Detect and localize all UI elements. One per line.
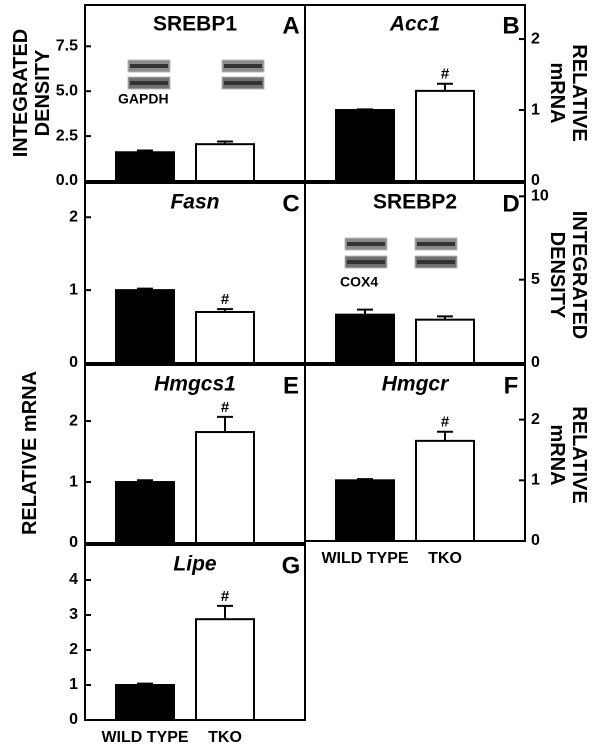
y-tick-label: 1	[69, 473, 78, 490]
significance-mark: #	[221, 291, 230, 308]
error-bar	[217, 604, 233, 620]
y-tick-label: 10	[531, 188, 549, 205]
blot-label: GAPDH	[118, 91, 169, 107]
y-tick-label: 3	[69, 606, 78, 623]
x-tick-label: WILD TYPE	[101, 729, 188, 746]
panel-letter: E	[283, 372, 299, 399]
error-bar	[137, 682, 153, 685]
y-tick-label: 0	[69, 711, 78, 728]
y-tick-label: 0.0	[56, 172, 78, 189]
blot-core	[417, 242, 455, 246]
bar	[115, 481, 175, 545]
y-axis-label: RELATIVE mRNA	[546, 44, 590, 142]
panel-title: SREBP1	[153, 13, 237, 36]
bar	[195, 310, 255, 364]
y-tick-label: 1	[69, 676, 78, 693]
panel-letter: A	[282, 12, 299, 39]
error-bar	[437, 430, 453, 441]
panel-title: Hmgcr	[382, 373, 450, 396]
y-tick-label: 5.0	[56, 82, 78, 99]
significance-mark: #	[221, 399, 230, 416]
panel-letter: B	[502, 12, 519, 39]
bar	[415, 439, 475, 542]
bar	[335, 479, 395, 542]
y-axis-label: RELATIVE mRNA	[546, 406, 590, 504]
error-bar	[437, 315, 453, 320]
blot-core	[130, 64, 168, 68]
blot-label: COX4	[340, 274, 378, 290]
bar	[195, 431, 255, 545]
y-tick-label: 7.5	[56, 38, 78, 55]
blot-core	[347, 260, 385, 264]
y-axis-label: INTEGRATED DENSITY	[10, 28, 54, 158]
blot-core	[347, 242, 385, 246]
bar	[115, 684, 175, 721]
blot-core	[224, 64, 262, 68]
y-tick-label: 1	[531, 472, 540, 489]
error-bar	[357, 108, 373, 111]
panel-title: SREBP2	[373, 191, 457, 214]
y-tick-label: 2	[531, 411, 540, 428]
y-tick-label: 2	[69, 208, 78, 225]
bar	[335, 313, 395, 364]
y-tick-label: 0	[69, 354, 78, 371]
error-bar	[437, 82, 453, 91]
y-axis-label: INTEGRATED DENSITY	[546, 210, 590, 340]
error-bar	[357, 478, 373, 481]
error-bar	[357, 308, 373, 315]
error-bar	[217, 308, 233, 312]
bar	[335, 109, 395, 182]
panel-letter: F	[504, 372, 519, 399]
panel-title: Hmgcs1	[154, 373, 236, 396]
x-tick-label: WILD TYPE	[321, 550, 408, 567]
panel-letter: G	[282, 552, 301, 579]
y-tick-label: 0	[531, 532, 540, 549]
blot-core	[130, 81, 168, 85]
blot-core	[417, 260, 455, 264]
bar	[115, 289, 175, 365]
y-tick-label: 0	[531, 172, 540, 189]
y-tick-label: 5	[531, 271, 540, 288]
y-tick-label: 2	[69, 412, 78, 429]
panel-title: Fasn	[170, 191, 219, 214]
y-tick-label: 4	[69, 571, 78, 588]
significance-mark: #	[221, 588, 230, 605]
bar	[415, 89, 475, 182]
error-bar	[217, 415, 233, 433]
y-tick-label: 0	[531, 354, 540, 371]
error-bar	[137, 287, 153, 291]
y-tick-label: 1	[531, 101, 540, 118]
y-tick-label: 2	[69, 641, 78, 658]
y-tick-label: 2.5	[56, 127, 78, 144]
y-tick-label: 0	[69, 534, 78, 551]
error-bar	[137, 479, 153, 483]
bar	[195, 618, 255, 722]
bar	[415, 318, 475, 364]
x-tick-label: TKO	[428, 550, 462, 567]
panel-letter: C	[282, 190, 299, 217]
y-tick-label: 2	[531, 30, 540, 47]
y-tick-label: 1	[69, 281, 78, 298]
error-bar	[217, 140, 233, 145]
panel-title: Lipe	[173, 553, 216, 576]
blot-core	[224, 81, 262, 85]
panel-letter: D	[502, 190, 519, 217]
significance-mark: #	[441, 66, 450, 83]
x-tick-label: TKO	[208, 729, 242, 746]
error-bar	[137, 149, 153, 153]
significance-mark: #	[441, 414, 450, 431]
y-axis-label: RELATIVE mRNA	[19, 370, 41, 536]
bar	[115, 151, 175, 182]
panel-title: Acc1	[389, 13, 440, 36]
bar	[195, 143, 255, 182]
